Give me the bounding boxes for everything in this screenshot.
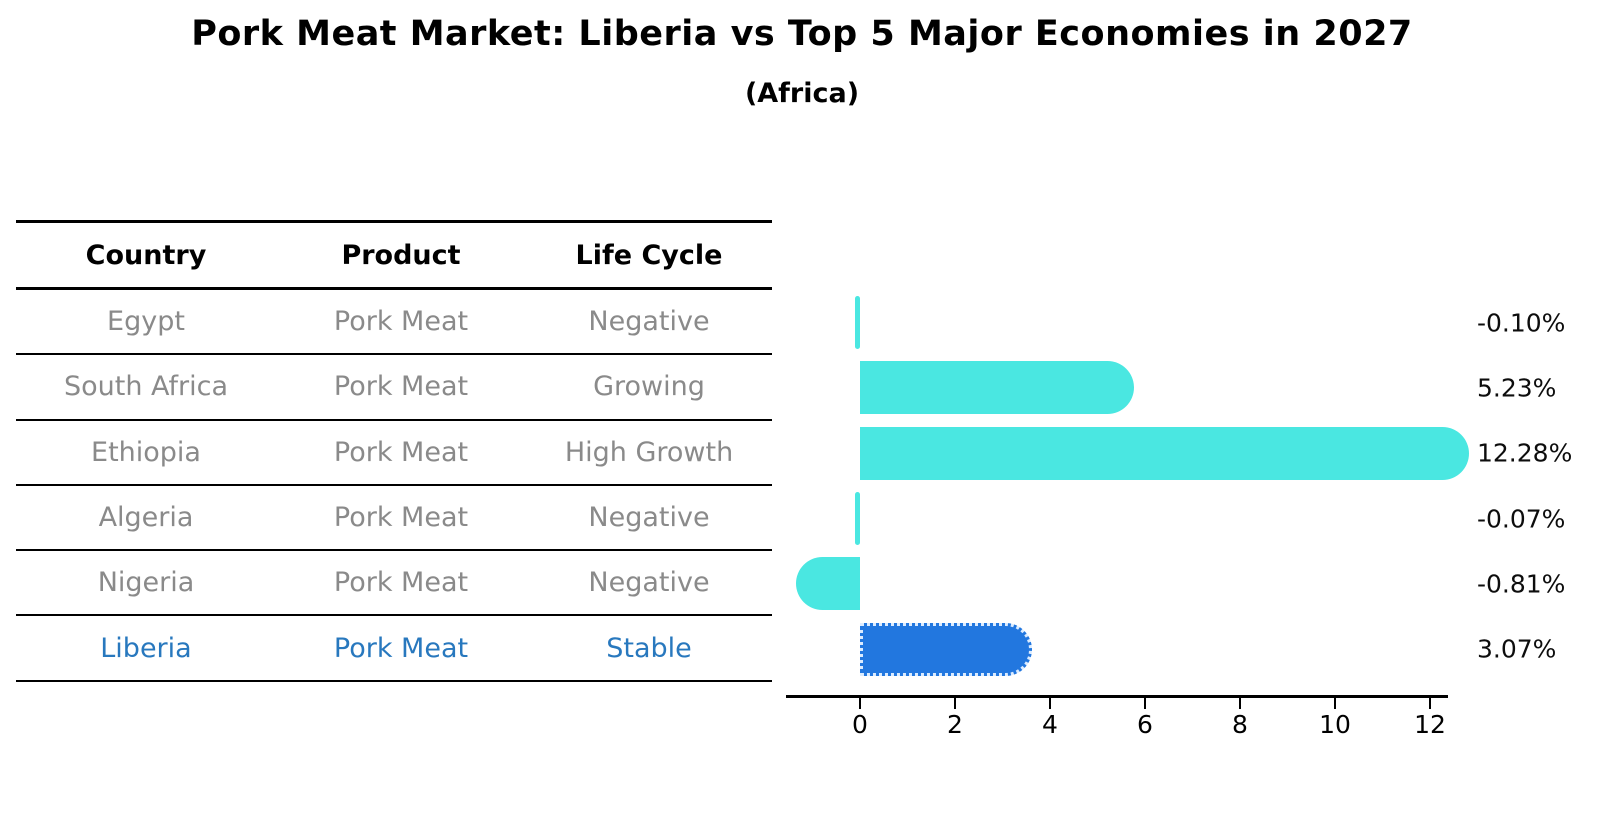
x-axis-tick-label: 2 [947, 710, 963, 739]
x-axis-tick-label: 12 [1414, 710, 1446, 739]
table-cell-product: Pork Meat [333, 371, 469, 403]
value-label-liberia: 3.07% [1477, 634, 1557, 664]
table-cell-life-cycle: Negative [588, 306, 710, 338]
table-cell-product: Pork Meat [333, 632, 469, 664]
x-axis-tick [1238, 697, 1242, 709]
x-axis-tick [953, 697, 957, 709]
x-axis-tick [1333, 697, 1337, 709]
x-axis-tick-label: 10 [1319, 710, 1351, 739]
chart-subtitle: (Africa) [744, 78, 860, 109]
bar-plot-area: 0 2 4 6 8 10 12 [780, 290, 1470, 739]
table-row: Liberia Pork Meat Stable [16, 616, 772, 682]
x-axis-tick-label: 8 [1232, 710, 1248, 739]
table-cell-product: Pork Meat [333, 436, 469, 468]
table-cell-product: Pork Meat [333, 502, 469, 534]
table-row: Egypt Pork Meat Negative [16, 290, 772, 356]
table-header-country: Country [85, 239, 207, 271]
table-cell-life-cycle: Negative [588, 502, 710, 534]
table-header-row: Country Product Life Cycle [16, 223, 772, 290]
table-cell-product: Pork Meat [333, 306, 469, 338]
bar-liberia [860, 622, 1032, 676]
x-axis-line [786, 695, 1448, 698]
table-cell-product: Pork Meat [333, 567, 469, 599]
table-cell-country: Algeria [98, 502, 194, 534]
x-axis-tick [858, 697, 862, 709]
value-label-south-africa: 5.23% [1477, 373, 1557, 403]
bar-nigeria [795, 557, 860, 611]
x-axis-tick-label: 6 [1137, 710, 1153, 739]
table-cell-life-cycle: Growing [593, 371, 705, 403]
table-cell-country: South Africa [63, 371, 229, 403]
bar-ethiopia [860, 426, 1470, 480]
x-axis-tick [1143, 697, 1147, 709]
table-cell-country: Liberia [100, 632, 192, 664]
table-header-product: Product [341, 239, 461, 271]
table-row: South Africa Pork Meat Growing [16, 355, 772, 421]
x-axis-tick-label: 0 [852, 710, 868, 739]
table-cell-life-cycle: Negative [588, 567, 710, 599]
table-cell-country: Ethiopia [91, 436, 201, 468]
x-axis-tick [1428, 697, 1432, 709]
value-label-nigeria: -0.81% [1477, 569, 1566, 599]
country-table: Country Product Life Cycle Egypt Pork Mea… [16, 220, 772, 682]
table-cell-country: Nigeria [97, 567, 195, 599]
bar-algeria [855, 492, 860, 546]
value-label-ethiopia: 12.28% [1477, 438, 1573, 468]
table-row: Algeria Pork Meat Negative [16, 486, 772, 552]
bar-south-africa [860, 361, 1135, 415]
bar-egypt [855, 296, 860, 350]
value-label-egypt: -0.10% [1477, 308, 1566, 338]
table-header-lifecycle: Life Cycle [575, 239, 723, 271]
table-cell-country: Egypt [107, 306, 185, 338]
x-axis-tick-label: 4 [1042, 710, 1058, 739]
chart-title: Pork Meat Market: Liberia vs Top 5 Major… [191, 14, 1413, 54]
table-cell-life-cycle: Stable [606, 632, 692, 664]
table-row: Ethiopia Pork Meat High Growth [16, 421, 772, 486]
table-row: Nigeria Pork Meat Negative [16, 551, 772, 617]
table-body: Egypt Pork Meat Negative South Africa Pork M… [16, 290, 772, 682]
table-cell-life-cycle: High Growth [564, 436, 734, 468]
value-label-algeria: -0.07% [1477, 504, 1566, 534]
x-axis-tick [1048, 697, 1052, 709]
